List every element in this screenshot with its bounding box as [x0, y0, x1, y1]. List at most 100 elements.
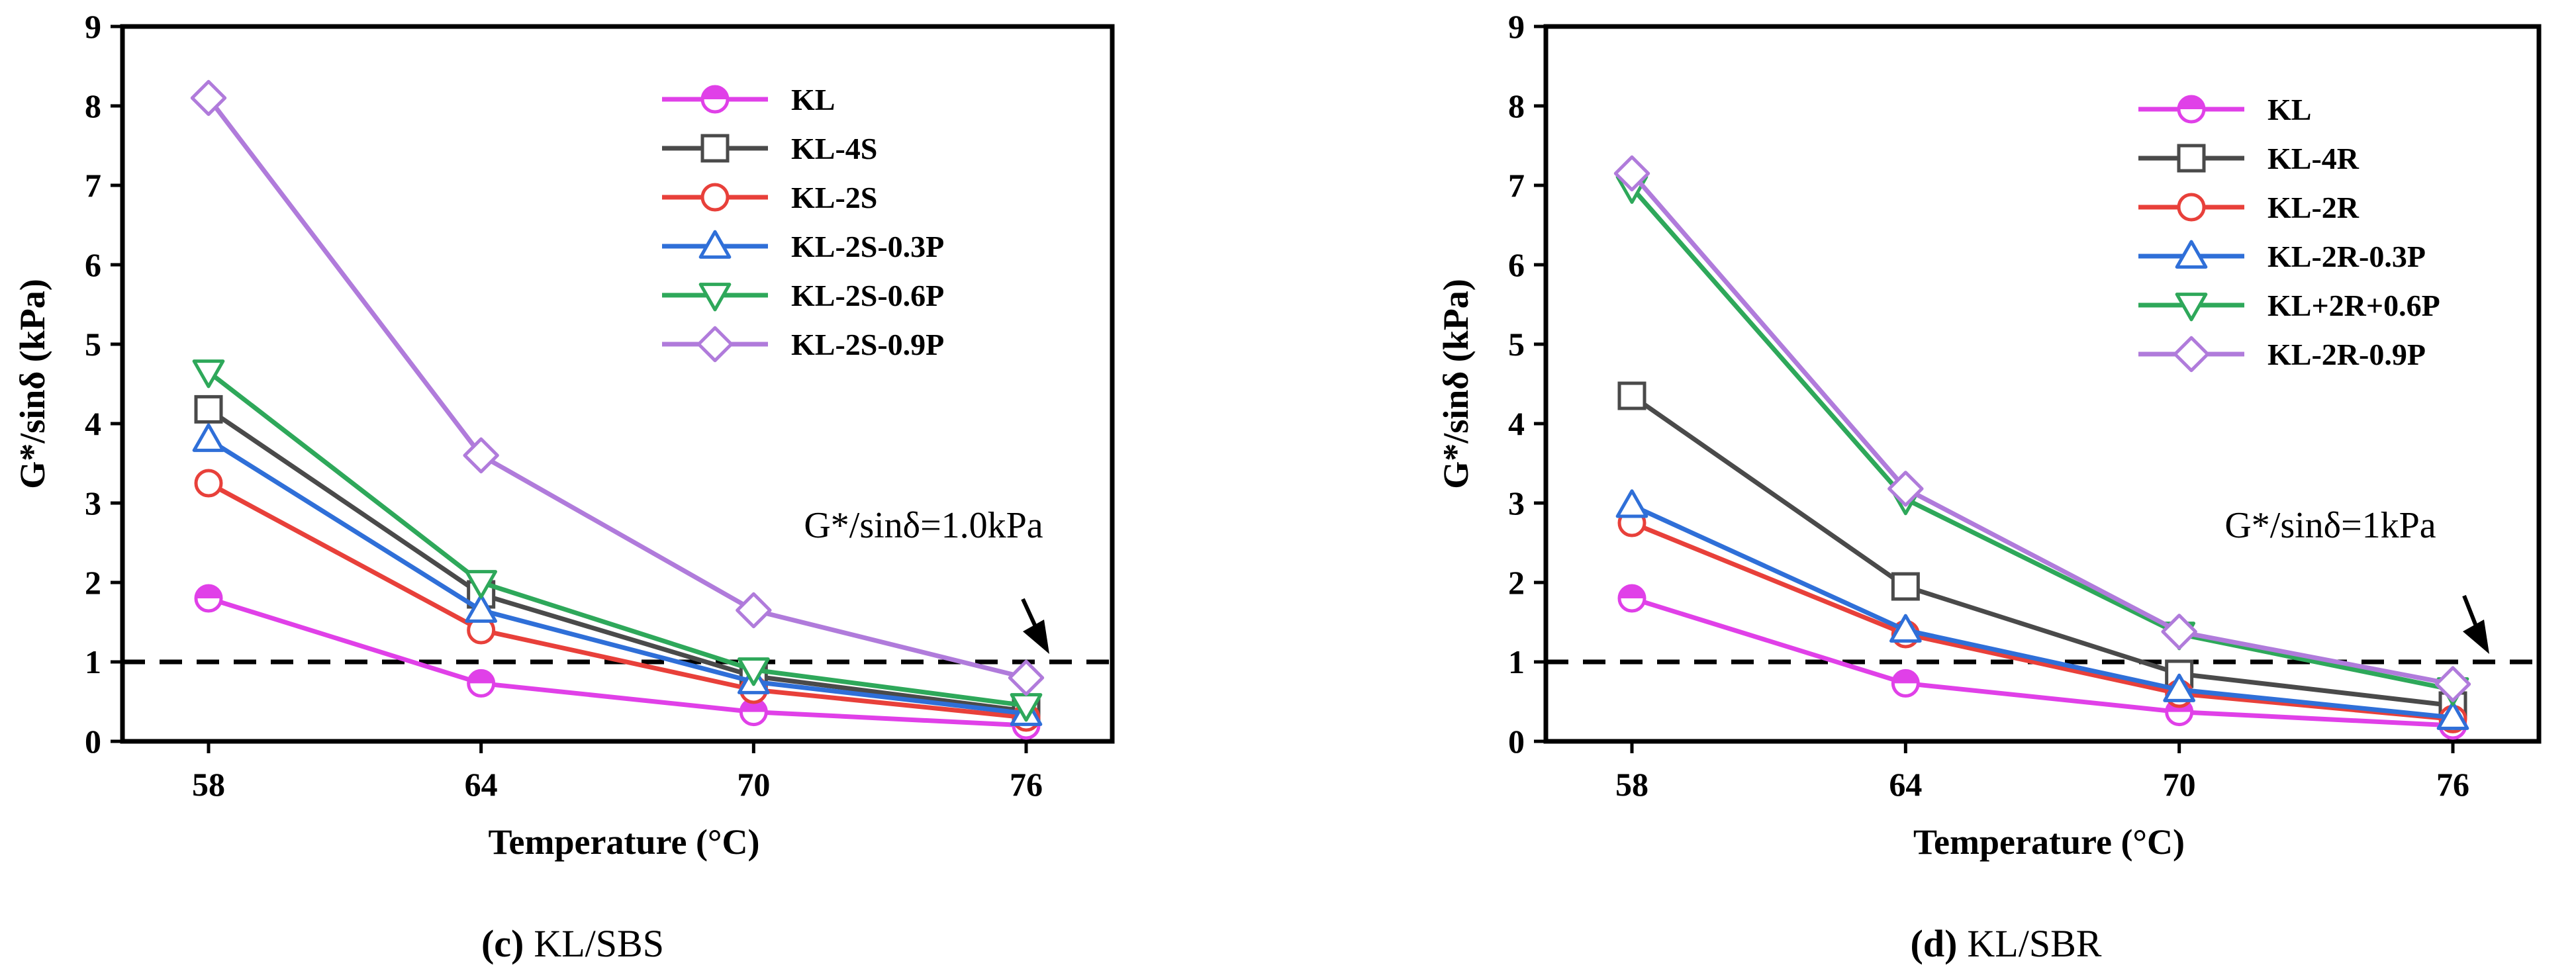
data-point-fill	[1619, 586, 1645, 598]
legend-marker-fill	[702, 87, 728, 99]
legend-label: KL	[2267, 93, 2311, 126]
series-line	[207, 407, 1027, 714]
y-axis-title: G*/sinδ (kPa)	[13, 279, 52, 489]
series-line	[1631, 503, 2454, 720]
legend-item: KL-2R	[2138, 191, 2360, 224]
x-axis-title: Temperature (°C)	[1913, 822, 2185, 862]
legend-item: KL-2S-0.6P	[662, 279, 944, 312]
legend-label: KL-4R	[2267, 142, 2360, 175]
chart-panel-c: 0 1 2 3 4 5 6 7 8 9 58 64 70 76 Temperature (°C) G*/sin…	[13, 8, 1115, 965]
legend-marker	[2177, 193, 2206, 222]
data-point	[1617, 381, 1646, 410]
plot-frame	[1543, 24, 2542, 744]
x-tick-label: 76	[1010, 766, 1043, 803]
data-point	[1615, 489, 1648, 518]
data-point	[737, 657, 770, 686]
y-tick-label: 2	[1508, 564, 1525, 601]
y-tick-label: 7	[85, 167, 101, 204]
legend-label: KL-4S	[791, 132, 877, 165]
data-point-fill	[1893, 671, 1919, 684]
data-point	[194, 394, 223, 424]
series-kl-4r	[1617, 381, 2467, 720]
legend-label: KL-2R-0.9P	[2267, 338, 2426, 371]
x-tick-label: 76	[2436, 766, 2469, 803]
x-tick-label: 70	[2163, 766, 2196, 803]
chart-panel-d: 0 1 2 3 4 5 6 7 8 9 58 64 70 76 Temperature (°C) G*/sin…	[1436, 8, 2542, 965]
legend-item: KL-2S	[662, 181, 877, 214]
legend-item: KL+2R+0.6P	[2138, 289, 2440, 322]
data-point	[2436, 701, 2469, 730]
series-line	[1631, 520, 2454, 721]
data-point	[463, 437, 499, 474]
panel-caption: (c) KL/SBS	[481, 922, 664, 965]
legend-marker	[2175, 240, 2208, 269]
data-point-fill	[196, 586, 221, 598]
y-tick-label: 4	[85, 405, 101, 442]
legend-item: KL-4R	[2138, 142, 2360, 175]
caption-text: KL/SBS	[534, 922, 664, 965]
y-tick-label: 9	[1508, 8, 1525, 45]
series-kl	[194, 584, 1041, 740]
legend-marker	[698, 283, 732, 312]
y-tick-label: 1	[1508, 643, 1525, 680]
x-tick-label: 70	[737, 766, 770, 803]
series-kl-2s-0-3p	[192, 423, 1043, 726]
series-kl-2r-0-9p	[1613, 155, 2471, 702]
y-tick-label: 0	[85, 723, 101, 760]
threshold-annotation: G*/sinδ=1kPa	[2224, 505, 2436, 546]
series-kl-2r-0-3p	[1615, 489, 2469, 730]
series-kl-2s-0-6p	[192, 359, 1043, 722]
data-point	[194, 469, 223, 498]
series-line	[207, 96, 1027, 680]
data-point-fill	[741, 699, 767, 712]
legend-label: KL-2S-0.3P	[791, 230, 944, 263]
legend-item: KL-2S-0.3P	[662, 230, 944, 263]
legend-marker	[696, 326, 734, 363]
data-point	[2163, 673, 2196, 702]
plot-frame	[120, 24, 1115, 744]
series-kl-4s	[194, 394, 1041, 725]
data-point	[465, 570, 498, 599]
series-line	[207, 481, 1027, 720]
series-line	[207, 438, 1027, 716]
annotation-arrow-head	[2463, 620, 2489, 654]
legend-marker	[2175, 293, 2208, 322]
y-tick-label: 9	[85, 8, 101, 45]
series-line	[207, 370, 1027, 708]
legend-item: KL-2S-0.9P	[662, 326, 944, 363]
data-point	[192, 359, 225, 389]
y-tick-label: 2	[85, 564, 101, 601]
series-line	[1631, 596, 2454, 728]
x-axis-title: Temperature (°C)	[488, 822, 759, 862]
data-point	[1887, 471, 1924, 507]
y-tick-label: 7	[1508, 167, 1525, 204]
legend-label: KL-2S-0.6P	[791, 279, 944, 312]
legend-label: KL-2R	[2267, 191, 2360, 224]
threshold-annotation: G*/sinδ=1.0kPa	[804, 505, 1043, 546]
y-axis-title: G*/sinδ (kPa)	[1436, 279, 1476, 489]
data-point	[1891, 572, 1920, 601]
legend-marker	[700, 183, 730, 212]
data-point	[1008, 659, 1045, 696]
y-tick-label: 8	[1508, 87, 1525, 124]
y-tick-label: 5	[85, 326, 101, 363]
y-tick-label: 3	[1508, 485, 1525, 522]
legend-label: KL+2R+0.6P	[2267, 289, 2440, 322]
series-line	[1630, 186, 2454, 692]
legend-marker	[2177, 144, 2206, 173]
data-point	[465, 594, 498, 623]
y-tick-label: 8	[85, 87, 101, 124]
legend-item: KL	[2138, 93, 2311, 126]
x-tick-label: 64	[1889, 766, 1922, 803]
y-tick-label: 6	[85, 246, 101, 283]
legend-label: KL-2S	[791, 181, 877, 214]
legend-item: KL-2R-0.3P	[2138, 240, 2426, 273]
x-tick-label: 58	[192, 766, 225, 803]
caption-letter: (d)	[1911, 922, 1958, 965]
data-point	[1613, 155, 1650, 192]
y-tick-label: 6	[1508, 246, 1525, 283]
data-point-fill	[468, 671, 494, 684]
y-tick-label: 1	[85, 643, 101, 680]
series-line	[1630, 171, 2454, 687]
panel-caption: (d) KL/SBR	[1911, 922, 2102, 965]
